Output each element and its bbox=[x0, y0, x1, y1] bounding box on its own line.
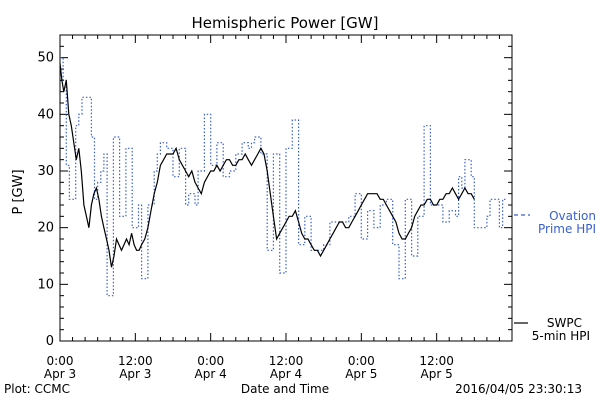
series-line-swpc bbox=[59, 63, 475, 268]
x-tick-date-label: Apr 4 bbox=[270, 367, 302, 381]
x-axis-label: Date and Time bbox=[241, 382, 329, 396]
y-axis-label: P [GW] bbox=[11, 169, 26, 214]
y-tick-label: 0 bbox=[46, 334, 54, 349]
x-tick-time-label: 12:00 bbox=[269, 354, 304, 368]
series-line-ovation-prime bbox=[60, 57, 506, 297]
y-tick-label: 30 bbox=[37, 164, 54, 179]
legend-swpc: SWPC 5-min HPI bbox=[514, 316, 590, 343]
legend-ovation-line1: Ovation bbox=[549, 209, 596, 223]
legend-swpc-line1: SWPC bbox=[547, 316, 582, 330]
y-axis: 0 10 20 30 40 50 bbox=[37, 34, 512, 349]
x-tick-date-label: Apr 3 bbox=[44, 367, 76, 381]
y-tick-label: 40 bbox=[37, 107, 54, 122]
chart-title: Hemispheric Power [GW] bbox=[192, 14, 379, 32]
x-tick-time-label: 0:00 bbox=[197, 354, 224, 368]
x-tick-date-label: Apr 3 bbox=[119, 367, 151, 381]
x-tick-date-label: Apr 4 bbox=[195, 367, 227, 381]
y-tick-label: 50 bbox=[37, 51, 54, 66]
x-tick-date-label: Apr 5 bbox=[345, 367, 377, 381]
legend-swpc-line2: 5-min HPI bbox=[532, 329, 590, 343]
x-tick-time-label: 0:00 bbox=[348, 354, 375, 368]
legend-ovation: Ovation Prime HPI bbox=[514, 209, 596, 236]
x-tick-time-label: 0:00 bbox=[47, 354, 74, 368]
x-tick-date-label: Apr 5 bbox=[421, 367, 453, 381]
x-tick-time-label: 12:00 bbox=[419, 354, 454, 368]
y-tick-label: 10 bbox=[37, 277, 54, 292]
plot-credit: Plot: CCMC bbox=[4, 382, 70, 396]
timestamp: 2016/04/05 23:30:13 bbox=[455, 382, 582, 396]
legend-ovation-line2: Prime HPI bbox=[538, 222, 596, 236]
y-tick-label: 20 bbox=[37, 221, 54, 236]
x-tick-time-label: 12:00 bbox=[118, 354, 153, 368]
